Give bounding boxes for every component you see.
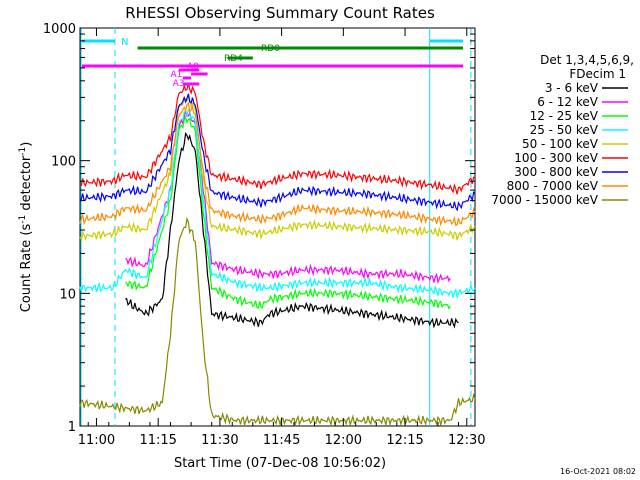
rd4-label: RD4 <box>224 54 243 64</box>
night-markers: N <box>80 28 472 426</box>
y-tick-label-0: 1 <box>68 420 76 435</box>
chart-title: RHESSI Observing Summary Count Rates <box>125 4 435 22</box>
y-tick-label-2: 100 <box>51 155 76 170</box>
y-axis-label-main: Count Rate (s <box>19 224 34 313</box>
legend-label-4: 50 - 100 keV <box>522 137 599 151</box>
legend-label-1: 6 - 12 keV <box>537 95 599 109</box>
x-tick-label-4: 12:00 <box>325 433 362 448</box>
y-tick-label-3: 1000 <box>43 22 76 37</box>
legend-label-0: 3 - 6 keV <box>545 81 599 95</box>
legend-label-2: 12 - 25 keV <box>530 109 599 123</box>
x-tick-label-6: 12:30 <box>448 433 485 448</box>
legend-label-7: 800 - 7000 keV <box>507 179 599 193</box>
series-line-6 <box>79 93 476 212</box>
series-line-1 <box>125 110 451 285</box>
x-axis-label: Start Time (07-Dec-08 10:56:02) <box>174 456 386 471</box>
night-label: N <box>121 37 128 48</box>
y-axis-label-end: ) <box>19 142 34 147</box>
legend-header-detectors: Det 1,3,4,5,6,9, <box>540 53 634 67</box>
legend-label-5: 100 - 300 keV <box>514 151 598 165</box>
a1-label: A1 <box>171 70 183 80</box>
series-layer <box>79 83 476 428</box>
series-line-3 <box>79 108 476 300</box>
rd0-label: RD0 <box>261 44 280 54</box>
x-tick-label-5: 12:15 <box>386 433 423 448</box>
legend-header-fdecim: FDecim 1 <box>569 67 626 81</box>
y-axis-ticks: 1 10 100 1000 <box>43 22 475 435</box>
series-line-7 <box>79 101 476 227</box>
y-axis-label: Count Rate (s-1 detector-1) <box>18 142 34 313</box>
legend-label-3: 25 - 50 keV <box>530 123 599 137</box>
y-axis-label-sup2: -1 <box>18 147 28 156</box>
x-tick-label-0: 11:00 <box>78 433 115 448</box>
a3-label: A3 <box>173 79 185 89</box>
series-line-8 <box>79 216 476 428</box>
series-line-0 <box>125 131 459 329</box>
x-tick-label-2: 11:30 <box>201 433 238 448</box>
series-line-2 <box>124 115 451 311</box>
series-line-4 <box>79 93 476 243</box>
series-line-5 <box>80 83 476 195</box>
y-axis-label-sup1: -1 <box>18 215 28 224</box>
x-tick-label-1: 11:15 <box>139 433 176 448</box>
y-axis-label-mid: detector <box>19 155 34 215</box>
legend-label-8: 7000 - 15000 keV <box>491 193 598 207</box>
generation-timestamp: 16-Oct-2021 08:02 <box>560 467 636 476</box>
legend-label-6: 300 - 800 keV <box>514 165 598 179</box>
a0-label: A0 <box>187 62 199 72</box>
x-tick-label-3: 11:45 <box>263 433 300 448</box>
y-tick-label-1: 10 <box>59 287 76 302</box>
x-axis-ticks: 11:00 11:15 11:30 11:45 12:00 12:15 12:30 <box>78 28 486 448</box>
